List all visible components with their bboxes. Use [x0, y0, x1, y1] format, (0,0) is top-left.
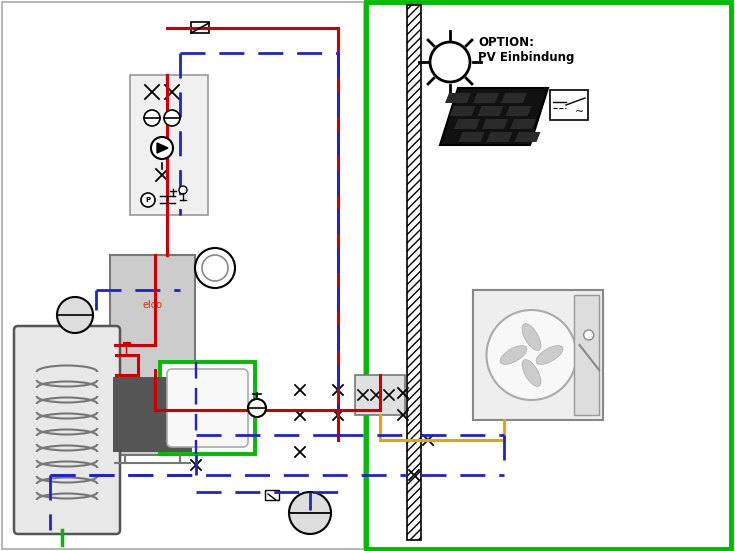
Polygon shape — [157, 143, 168, 153]
Circle shape — [289, 492, 331, 534]
Bar — [2, 2, 364, 549]
Polygon shape — [487, 132, 512, 142]
Polygon shape — [459, 132, 484, 142]
Ellipse shape — [522, 323, 541, 350]
Polygon shape — [450, 106, 476, 116]
Bar — [265, 490, 279, 500]
Bar — [355, 375, 405, 415]
Circle shape — [144, 110, 160, 126]
Bar — [160, 362, 255, 454]
Polygon shape — [506, 106, 531, 116]
Polygon shape — [501, 93, 527, 103]
Bar — [407, 5, 421, 540]
Polygon shape — [482, 119, 508, 129]
Bar — [130, 75, 208, 215]
Ellipse shape — [536, 345, 563, 364]
Polygon shape — [473, 93, 499, 103]
Bar — [550, 90, 588, 120]
Bar — [110, 255, 195, 455]
Bar — [366, 2, 731, 549]
Text: P: P — [146, 197, 151, 203]
Circle shape — [57, 297, 93, 333]
FancyBboxPatch shape — [167, 369, 248, 447]
Bar — [574, 295, 599, 415]
Ellipse shape — [522, 360, 541, 386]
Circle shape — [430, 42, 470, 82]
Circle shape — [164, 110, 180, 126]
Bar — [473, 290, 603, 420]
FancyBboxPatch shape — [14, 326, 120, 534]
Polygon shape — [454, 119, 480, 129]
Polygon shape — [478, 106, 503, 116]
Circle shape — [141, 193, 155, 207]
Circle shape — [202, 255, 228, 281]
Circle shape — [584, 330, 594, 340]
Polygon shape — [510, 119, 536, 129]
Circle shape — [151, 137, 173, 159]
Circle shape — [179, 186, 187, 194]
Polygon shape — [440, 88, 548, 145]
Bar — [191, 22, 209, 33]
Circle shape — [195, 248, 235, 288]
Text: ~: ~ — [576, 107, 584, 117]
Circle shape — [487, 310, 576, 400]
Circle shape — [248, 399, 266, 417]
Polygon shape — [514, 132, 540, 142]
Text: OPTION:
PV Einbindung: OPTION: PV Einbindung — [478, 36, 574, 64]
Ellipse shape — [500, 345, 527, 364]
Text: elco: elco — [143, 300, 162, 310]
Bar — [113, 377, 192, 452]
Polygon shape — [445, 93, 471, 103]
